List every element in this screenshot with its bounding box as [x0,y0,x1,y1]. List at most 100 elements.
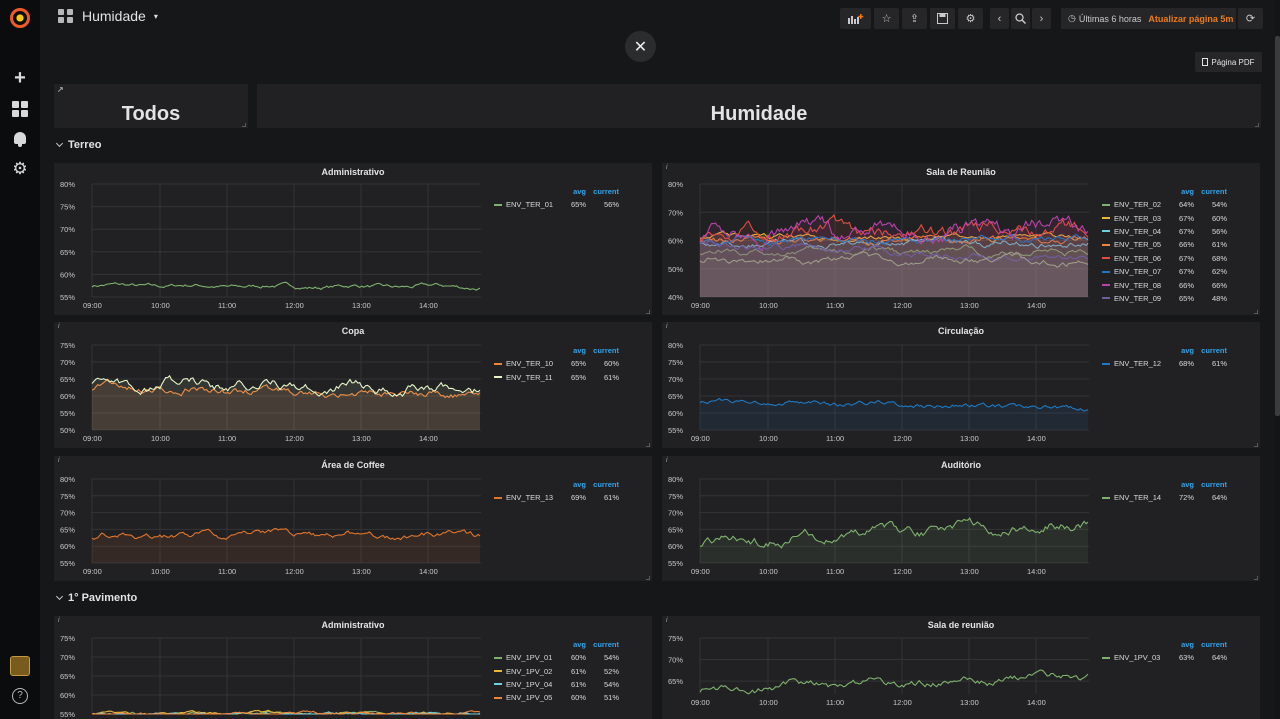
legend-item[interactable]: ENV_TER_10 65% 60% [494,357,619,370]
legend-current-header[interactable]: current [593,480,619,489]
share-button[interactable]: ⇪ [902,8,927,29]
legend-current-header[interactable]: current [1201,346,1227,355]
legend-item[interactable]: ENV_TER_14 72% 64% [1102,491,1227,504]
refresh-button[interactable]: ⟳ [1238,8,1263,29]
user-avatar[interactable] [8,654,32,678]
legend-item[interactable]: ENV_TER_07 67% 62% [1102,265,1227,278]
series-line[interactable] [699,669,1089,695]
series-line[interactable] [92,710,481,715]
graph-chart[interactable]: 80% 75% 70% 65% 60% 55% 09:00 10:00 11:00 12:00 13… [54,456,652,581]
legend-item[interactable]: ENV_TER_06 67% 68% [1102,252,1227,265]
series-line[interactable] [699,397,1089,412]
pdf-page-button[interactable]: Página PDF [1195,52,1262,72]
panel-title[interactable]: Área de Coffee [321,460,385,470]
legend-item[interactable]: ENV_1PV_04 61% 54% [494,678,619,691]
panel-info-icon[interactable]: i [666,617,668,624]
legend-current-header[interactable]: current [1201,640,1227,649]
legend-avg-header[interactable]: avg [573,187,586,196]
legend-current-header[interactable]: current [593,346,619,355]
resize-handle[interactable] [646,310,650,314]
graph-chart[interactable]: 80% 75% 70% 65% 60% 55% 09:00 10:00 11:00 12:00 13… [662,322,1260,448]
row-header-1-pavimento[interactable]: 1° Pavimento [55,592,137,604]
series-line[interactable] [91,378,481,399]
page-scrollbar[interactable] [1275,0,1280,719]
legend-item[interactable]: ENV_TER_13 69% 61% [494,491,619,504]
resize-handle[interactable] [1254,443,1258,447]
graph-panel[interactable]: Administrativo 80% 75% 70% 65% 60% 55% 09:00 10:… [54,163,652,315]
graph-panel[interactable]: i Área de Coffee 80% 75% 70% 65% 60% 55% 09:00 10… [54,456,652,581]
graph-chart[interactable]: 80% 70% 60% 50% 40% 09:00 10:00 11:00 12:00 13:00… [662,163,1260,315]
series-line[interactable] [699,214,1089,253]
panel-title[interactable]: Auditório [941,460,981,470]
grafana-logo-icon[interactable] [8,6,32,30]
legend-avg-header[interactable]: avg [573,640,586,649]
legend-current-header[interactable]: current [1201,187,1227,196]
legend-item[interactable]: ENV_1PV_01 60% 54% [494,651,619,664]
legend-item[interactable]: ENV_TER_04 67% 56% [1102,225,1227,238]
scrollbar-thumb[interactable] [1275,36,1280,416]
time-forward-button[interactable]: › [1032,8,1051,29]
legend-current-header[interactable]: current [593,640,619,649]
graph-panel[interactable]: i Auditório 80% 75% 70% 65% 60% 55% 09:00 10:00 11… [662,456,1260,581]
panel-title[interactable]: Sala de reunião [927,620,995,630]
legend-item[interactable]: ENV_TER_12 68% 61% [1102,357,1227,370]
legend-item[interactable]: ENV_TER_08 66% 66% [1102,278,1227,291]
series-line[interactable] [699,231,1089,243]
legend-avg-header[interactable]: avg [573,346,586,355]
panel-title[interactable]: Administrativo [321,167,385,177]
series-line[interactable] [91,281,481,291]
legend-avg-header[interactable]: avg [1181,480,1194,489]
graph-panel[interactable]: i Circulação 80% 75% 70% 65% 60% 55% 09:00 10:00 1… [662,322,1260,448]
legend-item[interactable]: ENV_TER_09 65% 48% [1102,292,1227,305]
panel-info-icon[interactable]: i [666,164,668,171]
graph-panel[interactable]: i Sala de reunião 75% 70% 65% 09:00 10:00 11:00… [662,616,1260,719]
panel-title[interactable]: Sala de Reunião [926,167,996,177]
legend-item[interactable]: ENV_TER_02 64% 54% [1102,198,1227,211]
legend-item[interactable]: ENV_1PV_05 60% 51% [494,691,619,704]
resize-handle[interactable] [1254,310,1258,314]
series-line[interactable] [699,243,1089,259]
close-button[interactable]: ✕ [625,31,656,62]
settings-button[interactable]: ⚙ [958,8,983,29]
series-line[interactable] [699,234,1089,247]
legend-avg-header[interactable]: avg [1181,640,1194,649]
time-range-picker[interactable]: ◷ Últimas 6 horas Atualizar página 5m [1061,8,1236,29]
resize-handle[interactable] [1255,123,1259,127]
dashboard-picker[interactable]: Humidade ▾ [58,8,158,24]
graph-panel[interactable]: i Copa 75% 70% 65% 60% 55% 50% 09:00 10:00 11:00 12… [54,322,652,448]
legend-item[interactable]: ENV_TER_01 65% 56% [494,198,619,211]
help-icon[interactable]: ? [8,684,32,708]
save-button[interactable] [930,8,955,29]
series-line[interactable] [91,528,481,541]
series-line[interactable] [700,517,1089,549]
resize-handle[interactable] [646,443,650,447]
resize-handle[interactable] [1254,576,1258,580]
panel-info-icon[interactable]: i [58,457,60,464]
legend-current-header[interactable]: current [593,187,619,196]
graph-panel[interactable]: iAdministrativo75%70%65%60%55%09:0010:00… [54,616,652,719]
series-line[interactable] [92,711,481,715]
series-line[interactable] [91,374,481,398]
panel-title[interactable]: Circulação [937,326,985,336]
graph-chart[interactable]: 80% 75% 70% 65% 60% 55% 09:00 10:00 11:00 12:00 13… [662,456,1260,581]
resize-handle[interactable] [242,123,246,127]
panel-info-icon[interactable]: i [666,323,668,330]
graph-chart[interactable]: 75% 70% 65% 09:00 10:00 11:00 12:00 13:00 14:00 [662,616,1260,719]
graph-chart[interactable]: 75% 70% 65% 60% 55% 50% 09:00 10:00 11:00 12:00 13… [54,322,652,448]
panel-info-icon[interactable]: i [58,323,60,330]
star-button[interactable]: ☆ [874,8,899,29]
legend-item[interactable]: ENV_1PV_03 63% 64% [1102,651,1227,664]
zoom-out-button[interactable] [1011,8,1030,29]
legend-current-header[interactable]: current [1201,480,1227,489]
external-link-icon[interactable]: ↗ [57,85,64,94]
panel-info-icon[interactable]: i [58,617,60,624]
row-header-terreo[interactable]: Terreo [55,139,101,151]
series-line[interactable] [699,213,1089,243]
graph-chart[interactable]: 75%70%65%60%55%09:0010:0011:0012:0013:00… [54,616,652,719]
legend-item[interactable]: ENV_TER_03 67% 60% [1102,211,1227,224]
panel-info-icon[interactable]: i [666,457,668,464]
legend-avg-header[interactable]: avg [1181,187,1194,196]
series-line[interactable] [699,251,1089,268]
time-back-button[interactable]: ‹ [990,8,1009,29]
alerting-bell-icon[interactable] [8,126,32,150]
